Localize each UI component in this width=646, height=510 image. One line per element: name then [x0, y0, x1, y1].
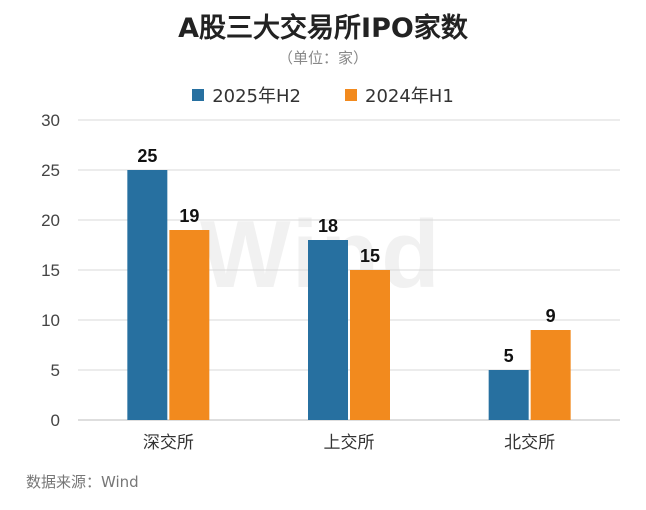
data-label: 18: [318, 216, 338, 236]
legend-label-series-1: 2025年H2: [212, 86, 301, 107]
legend-swatch-series-2: [345, 89, 357, 101]
y-tick-label: 5: [51, 361, 60, 380]
y-tick-label: 0: [51, 411, 60, 430]
y-tick-label: 30: [41, 111, 60, 130]
bar: [308, 240, 348, 420]
legend-item-series-1: 2025年H2: [192, 82, 301, 108]
data-label: 15: [360, 246, 380, 266]
legend: 2025年H2 2024年H1: [0, 82, 646, 108]
chart-subtitle: （单位：家）: [277, 49, 368, 67]
bar: [530, 330, 571, 420]
legend-item-series-2: 2024年H1: [345, 82, 454, 108]
y-tick-label: 10: [41, 311, 60, 330]
data-label: 9: [546, 306, 556, 326]
x-tick-label: 深交所: [143, 433, 194, 453]
data-label: 5: [504, 346, 514, 366]
bar: [169, 230, 210, 420]
x-tick-label: 上交所: [324, 433, 375, 453]
y-tick-label: 25: [41, 161, 60, 180]
data-source-note: 数据来源：Wind: [26, 473, 139, 491]
legend-swatch-series-1: [192, 89, 205, 101]
data-label: 25: [137, 146, 157, 166]
y-tick-label: 20: [41, 211, 60, 230]
legend-label-series-2: 2024年H1: [365, 86, 454, 107]
chart-title: A股三大交易所IPO家数: [178, 13, 468, 44]
bar: [127, 170, 168, 420]
data-label: 19: [179, 206, 199, 226]
y-tick-label: 15: [41, 261, 60, 280]
x-tick-label: 北交所: [504, 433, 555, 453]
bar: [488, 370, 529, 420]
bar: [350, 270, 390, 420]
